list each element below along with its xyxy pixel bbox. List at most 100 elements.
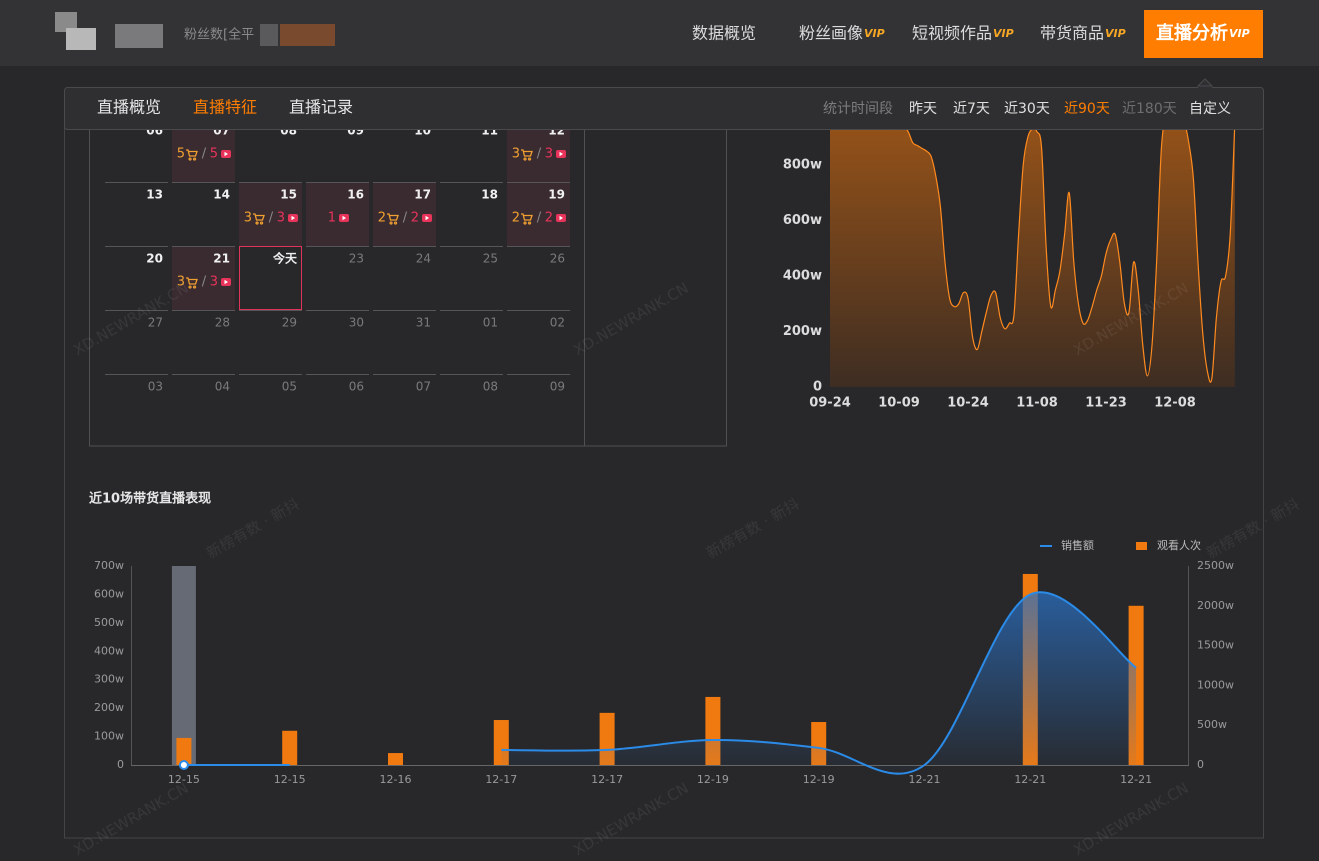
x-tick-label: 12-17 (591, 773, 623, 786)
nav-item[interactable]: 粉丝画像 (799, 24, 863, 43)
y-tick-label: 700w (94, 559, 124, 572)
calendar-cell[interactable]: 30 (306, 310, 369, 330)
calendar-cell[interactable]: 25 (440, 246, 503, 266)
tab[interactable]: 直播概览 (97, 98, 161, 117)
calendar-cell[interactable]: 27 (105, 310, 168, 330)
nav-item[interactable]: 数据概览 (692, 24, 756, 43)
calendar-cell[interactable]: 14 (172, 182, 235, 202)
x-tick-label: 12-15 (168, 773, 200, 786)
calendar-cell[interactable]: 28 (172, 310, 235, 330)
calendar-cell[interactable]: 18 (440, 182, 503, 202)
calendar-cell[interactable]: 16 1 (306, 182, 369, 246)
calendar-cell[interactable]: 20 (105, 246, 168, 266)
video-count: 5 (210, 147, 218, 162)
avatar-blur (66, 28, 96, 50)
x-tick-label: 10-24 (947, 396, 989, 411)
video-icon-play (224, 151, 228, 157)
period-label: 统计时间段 (823, 101, 893, 117)
cell-day: 24 (416, 252, 431, 266)
calendar-cell[interactable]: 23 (306, 246, 369, 266)
cell-day: 18 (481, 188, 498, 202)
cell-separator: / (403, 211, 408, 226)
tab[interactable]: 直播特征 (193, 98, 257, 117)
video-count: 2 (411, 211, 419, 226)
calendar-cell[interactable]: 05 (239, 374, 302, 394)
nav-item[interactable]: 直播分析 (1156, 22, 1228, 44)
y-tick-label: 400w (783, 269, 822, 284)
order-count: 3 (177, 275, 185, 290)
cell-separator: / (202, 147, 207, 162)
x-tick-label: 09-24 (809, 396, 851, 411)
fans-blur (260, 24, 278, 46)
cell-day: 23 (349, 252, 364, 266)
video-icon-play (342, 215, 346, 221)
x-tick-label: 12-21 (1014, 773, 1046, 786)
cell-day: 今天 (272, 251, 298, 266)
cell-day: 20 (146, 252, 163, 266)
calendar-cell[interactable]: 06 (306, 374, 369, 394)
tabs: 直播概览 直播特征 直播记录 (97, 98, 353, 117)
cell-separator: / (202, 275, 207, 290)
cell-day: 05 (282, 380, 297, 394)
cart-icon (186, 149, 198, 161)
cell-day: 17 (414, 188, 431, 202)
calendar-cell[interactable]: 192/2 (507, 182, 570, 246)
calendar-cell[interactable]: 09 (507, 374, 570, 394)
cart-icon (253, 213, 265, 225)
period-option[interactable]: 昨天 (909, 101, 937, 117)
period-option[interactable]: 近7天 (953, 101, 990, 117)
x-tick-label: 12-16 (380, 773, 412, 786)
video-icon-play (291, 215, 295, 221)
cell-separator: / (537, 147, 542, 162)
period-option[interactable]: 近90天 (1064, 101, 1110, 117)
period-option[interactable]: 近30天 (1004, 101, 1050, 117)
cell-day: 28 (215, 316, 230, 330)
calendar-cell[interactable]: 172/2 (373, 182, 436, 246)
calendar-cell[interactable]: 01 (440, 310, 503, 330)
calendar-cell[interactable]: 13 (105, 182, 168, 202)
nav-item[interactable]: 带货商品 (1040, 24, 1104, 43)
calendar-cell[interactable]: 153/3 (239, 182, 302, 246)
y-tick-label: 100w (94, 730, 124, 743)
video-count: 3 (277, 211, 285, 226)
nav: 数据概览 粉丝画像 VIP 短视频作品 VIP 带货商品 VIP 直播分析 VIP (692, 10, 1263, 58)
y-tick-label: 0 (813, 380, 822, 395)
cell-day: 03 (148, 380, 163, 394)
period-option[interactable]: 自定义 (1189, 101, 1231, 117)
hover-shadow (171, 566, 196, 765)
cell-day: 06 (349, 380, 364, 394)
calendar-cell[interactable]: 24 (373, 246, 436, 266)
cart-icon (521, 213, 533, 225)
calendar-cell[interactable]: 08 (440, 374, 503, 394)
y2-tick-label: 1000w (1197, 678, 1234, 691)
calendar-cell[interactable]: 31 (373, 310, 436, 330)
y-tick-label: 500w (94, 616, 124, 629)
x-tick-label: 12-19 (803, 773, 835, 786)
nav-pointer (1196, 78, 1214, 87)
calendar-cell[interactable]: 04 (172, 374, 235, 394)
cell-day: 02 (550, 316, 565, 330)
tab[interactable]: 直播记录 (289, 98, 353, 117)
cell-day: 07 (416, 380, 431, 394)
video-count: 3 (210, 275, 218, 290)
bar (388, 753, 403, 765)
calendar-cell[interactable]: 今天 (239, 246, 302, 310)
cell-day: 26 (550, 252, 565, 266)
y-tick-label: 600w (94, 587, 124, 600)
calendar-cell[interactable]: 29 (239, 310, 302, 330)
calendar-cell[interactable]: 03 (105, 374, 168, 394)
calendar-cell[interactable]: 26 (507, 246, 570, 266)
y2-tick-label: 1500w (1197, 639, 1234, 652)
video-count: 2 (545, 211, 553, 226)
nav-item[interactable]: 短视频作品 (912, 24, 992, 43)
y-tick-label: 400w (94, 644, 124, 657)
calendar-cell[interactable]: 02 (507, 310, 570, 330)
period-option[interactable]: 近180天 (1122, 101, 1177, 117)
order-count: 2 (512, 211, 520, 226)
calendar-cell[interactable]: 213/3 (172, 246, 235, 310)
calendar-cell[interactable]: 07 (373, 374, 436, 394)
vip-badge: VIP (993, 27, 1014, 40)
cell-day: 01 (483, 316, 498, 330)
today-border (239, 246, 302, 310)
x-tick-label: 12-08 (1154, 396, 1196, 411)
